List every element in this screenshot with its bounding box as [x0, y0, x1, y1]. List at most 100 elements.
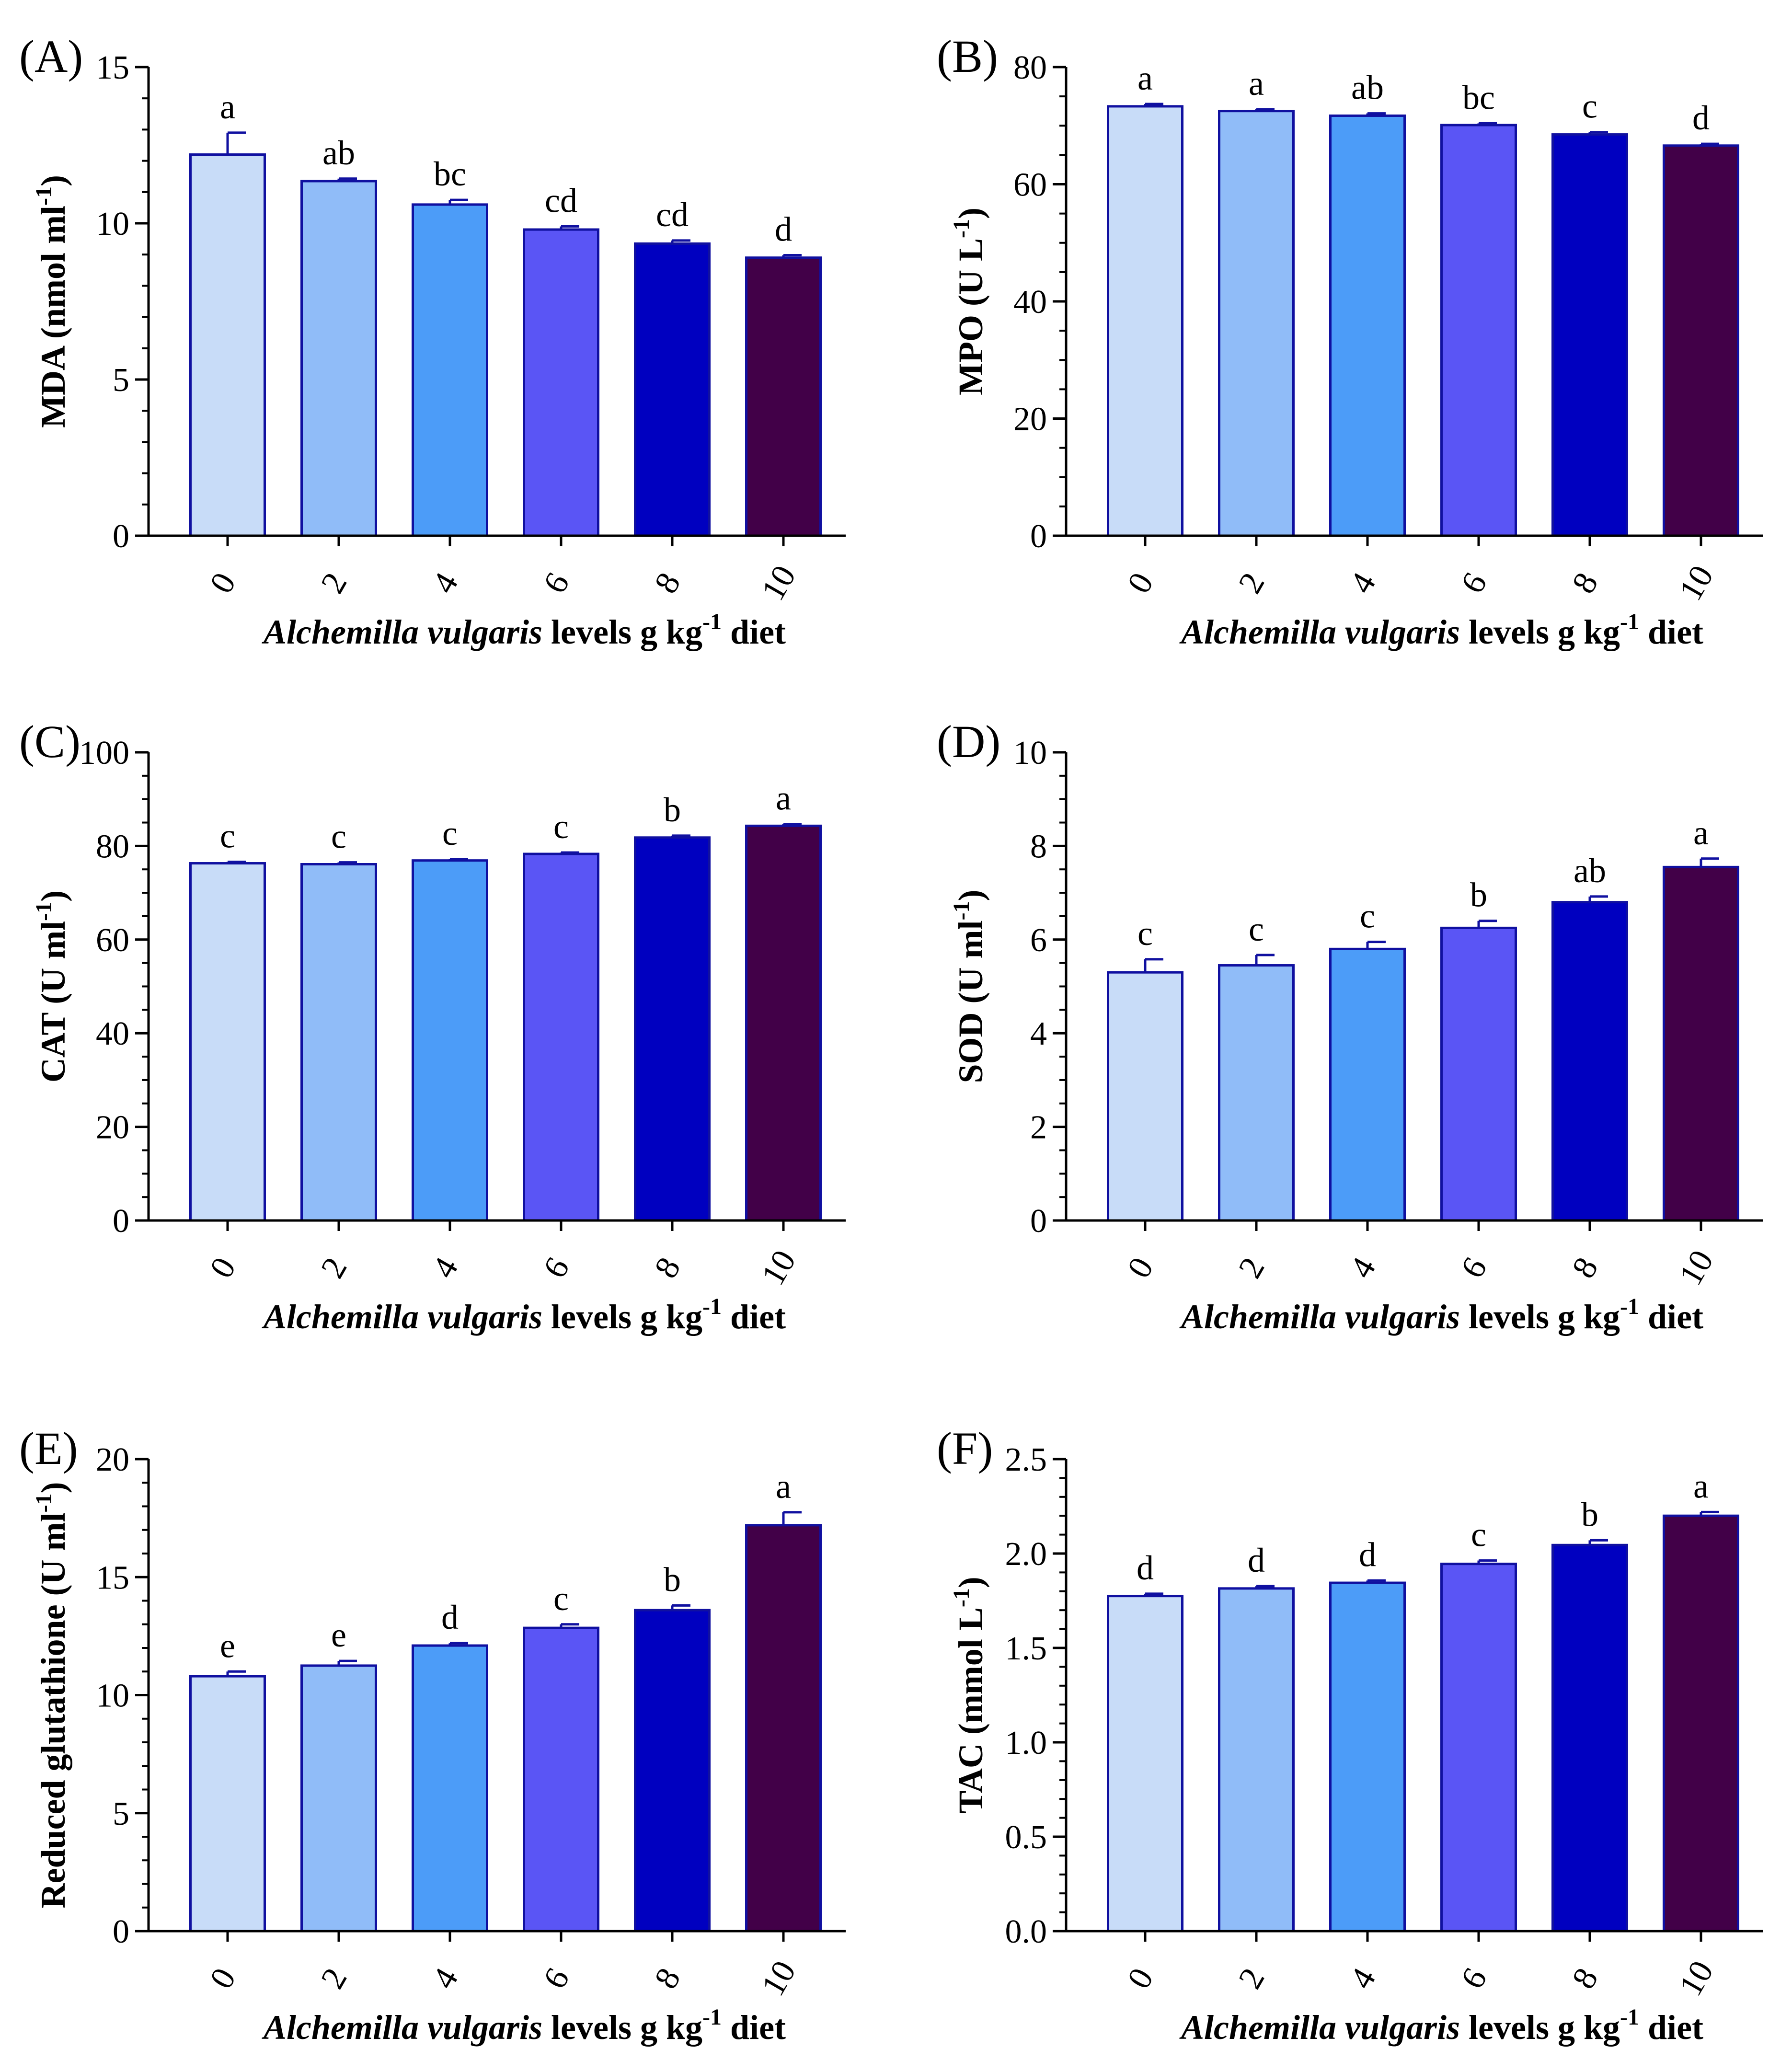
- bar: [1551, 901, 1628, 1222]
- x-tick-label: 10: [755, 1244, 804, 1291]
- bar: [1107, 1595, 1183, 1933]
- x-axis-title-end: diet: [722, 1298, 786, 1336]
- y-tick-label: 2.0: [1005, 1536, 1047, 1573]
- y-tick-label: 10: [1013, 735, 1047, 771]
- y-axis-title-sup: -1: [31, 1494, 57, 1513]
- x-tick-label: 2: [1231, 566, 1272, 599]
- significance-label: ab: [322, 134, 355, 172]
- x-tick-label: 10: [755, 559, 804, 607]
- x-tick-label: 8: [1565, 1962, 1605, 1995]
- x-tick-label: 2: [1231, 1962, 1272, 1995]
- x-axis-title-end: diet: [722, 2008, 786, 2047]
- y-tick-label: 2.5: [1005, 1441, 1047, 1478]
- y-tick-label: 0: [113, 1203, 129, 1240]
- x-tick-label: 6: [536, 1962, 576, 1995]
- y-tick-label: 40: [1013, 284, 1047, 321]
- x-axis-title: Alchemilla vulgaris levels g kg-1 diet: [262, 609, 786, 651]
- bar: [1663, 144, 1739, 537]
- x-tick-label: 4: [425, 1962, 465, 1995]
- x-tick-label: 0: [1120, 566, 1160, 599]
- significance-label: ab: [1351, 69, 1384, 107]
- significance-label: c: [1360, 897, 1375, 935]
- y-tick-label: 0: [1030, 518, 1047, 555]
- significance-label: c: [1137, 914, 1153, 953]
- x-axis-title: Alchemilla vulgaris levels g kg-1 diet: [1179, 1294, 1703, 1336]
- x-tick-label: 10: [1672, 1955, 1721, 2002]
- y-axis-title-sup: -1: [31, 902, 57, 921]
- x-axis-title-end: diet: [1639, 1298, 1703, 1336]
- y-axis-title-sup: -1: [949, 1588, 974, 1607]
- y-axis-title-sup: -1: [949, 219, 974, 238]
- significance-label: a: [1693, 814, 1709, 852]
- y-tick-label: 1.0: [1005, 1725, 1047, 1761]
- y-axis-title: TAC (mmol L-1): [949, 1577, 990, 1814]
- x-axis-title-species: Alchemilla vulgaris: [1179, 1298, 1460, 1336]
- x-axis-title: Alchemilla vulgaris levels g kg-1 diet: [1179, 609, 1703, 651]
- y-axis-title: Reduced glutathione (U ml-1): [31, 1482, 72, 1909]
- y-axis-title-end: ): [952, 1577, 990, 1588]
- significance-label: bc: [434, 155, 466, 193]
- y-tick-label: 1.5: [1005, 1630, 1047, 1667]
- bar: [300, 180, 377, 537]
- y-tick-label: 40: [96, 1015, 129, 1052]
- x-tick-label: 6: [1454, 1251, 1494, 1284]
- significance-label: e: [331, 1616, 346, 1654]
- x-tick-label: 8: [647, 566, 688, 599]
- significance-label: b: [664, 791, 681, 829]
- y-axis-title-main: MPO (U L: [952, 238, 990, 395]
- bar: [1551, 133, 1628, 537]
- x-axis-title-species: Alchemilla vulgaris: [262, 613, 542, 651]
- y-tick-label: 80: [1013, 49, 1047, 86]
- y-tick-label: 0.5: [1005, 1819, 1047, 1856]
- y-tick-label: 10: [96, 1678, 129, 1715]
- significance-label: a: [1249, 64, 1264, 103]
- x-tick-label: 2: [314, 1962, 354, 1995]
- bar: [745, 256, 822, 537]
- y-tick-label: 100: [79, 735, 129, 771]
- bar: [412, 1644, 488, 1933]
- x-axis-title-main: levels g kg: [1460, 1298, 1620, 1336]
- x-tick-label: 4: [425, 566, 465, 599]
- significance-label: a: [776, 779, 791, 817]
- bar: [189, 153, 266, 537]
- x-tick-label: 10: [1672, 559, 1721, 607]
- significance-label: a: [1693, 1467, 1709, 1505]
- panel-letter: (F): [937, 1423, 993, 1474]
- significance-label: a: [776, 1467, 791, 1506]
- y-tick-label: 5: [113, 362, 129, 399]
- bar: [1218, 110, 1295, 537]
- bar: [745, 824, 822, 1222]
- y-axis-title-end: ): [34, 1482, 72, 1494]
- significance-label: d: [775, 210, 792, 249]
- bar: [634, 836, 711, 1222]
- y-tick-label: 6: [1030, 922, 1047, 959]
- x-tick-label: 2: [314, 1251, 354, 1284]
- y-tick-label: 15: [96, 49, 129, 86]
- y-axis-title-end: ): [34, 890, 72, 902]
- y-axis-title: SOD (U ml-1): [949, 890, 990, 1083]
- y-axis-title-sup: -1: [949, 901, 974, 921]
- y-tick-label: 8: [1030, 828, 1047, 865]
- x-tick-label: 2: [1231, 1251, 1272, 1284]
- chart-panel-f: (F) d 0 d 2 d 4 c 6 b 8 a 10 0.0 0.5 1.0 1.5 2.0 2.5 TAC (m…: [937, 1423, 1763, 2047]
- x-axis-title-end: diet: [1639, 613, 1703, 651]
- significance-label: b: [1581, 1495, 1598, 1533]
- bar: [634, 242, 711, 537]
- y-tick-label: 0.0: [1005, 1913, 1047, 1950]
- x-axis-title-sup: -1: [1620, 1294, 1639, 1319]
- y-axis-title: MDA (nmol ml-1): [31, 175, 72, 428]
- x-axis-title-end: diet: [722, 613, 786, 651]
- significance-label: c: [220, 817, 235, 855]
- panel-letter: (E): [19, 1423, 78, 1474]
- bar: [1329, 114, 1406, 537]
- y-tick-label: 0: [113, 518, 129, 555]
- x-tick-label: 4: [425, 1251, 465, 1284]
- bar: [1440, 124, 1517, 537]
- y-axis-title-end: ): [952, 207, 990, 219]
- significance-label: d: [1248, 1541, 1265, 1579]
- x-axis-title-main: levels g kg: [1460, 613, 1620, 651]
